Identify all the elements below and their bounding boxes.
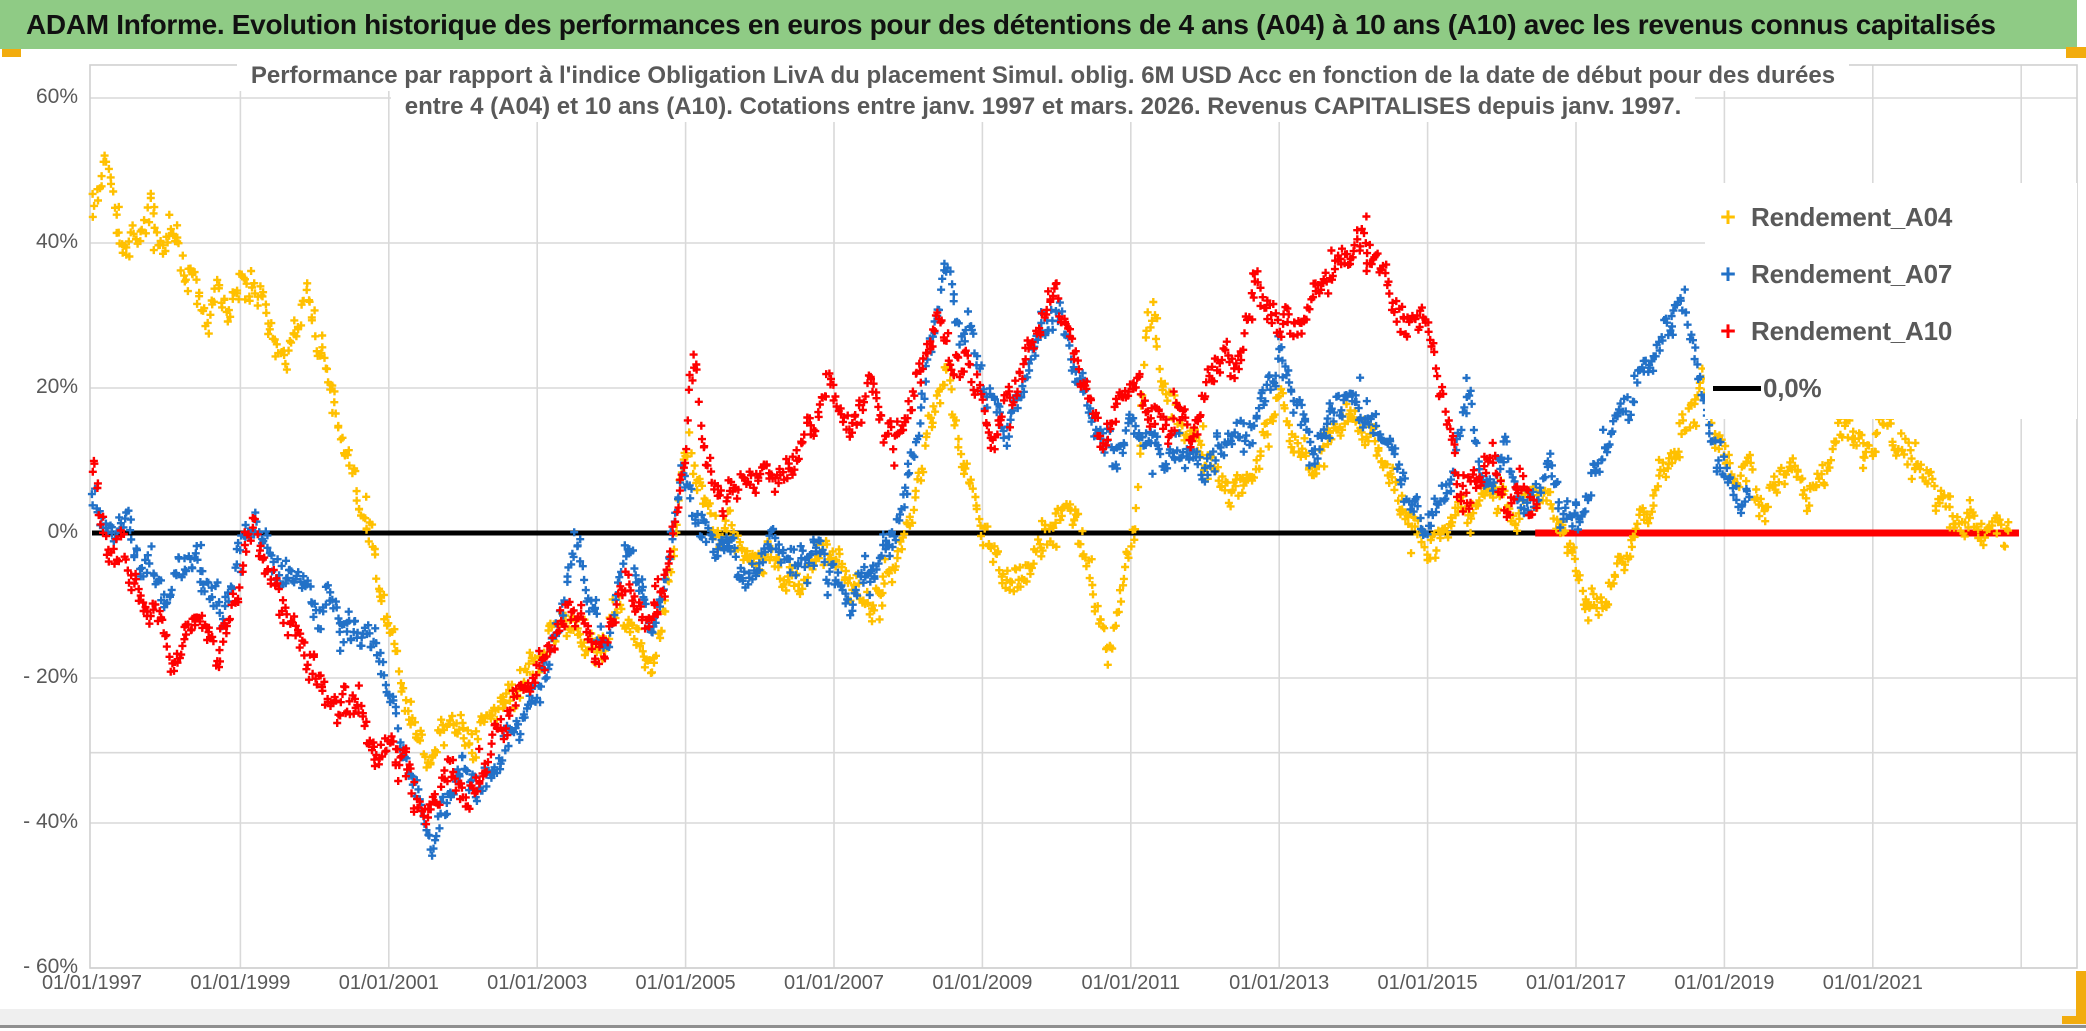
- bottom-scroll-strip: [0, 1009, 2086, 1025]
- legend-item-label: Rendement_A10: [1751, 316, 1953, 346]
- series-points-rendement_a10: [88, 212, 1541, 829]
- x-tick-label: 01/01/2011: [1081, 972, 1181, 994]
- legend-item-rendement-a04[interactable]: + Rendement_A04: [1705, 189, 2077, 246]
- x-tick-label: 01/01/2003: [487, 972, 588, 994]
- left-tab-notch: [2, 49, 21, 57]
- legend-item-label: Rendement_A04: [1751, 202, 1953, 232]
- x-tick-label: 01/01/2009: [932, 972, 1033, 994]
- legend-item-label: 0,0%: [1763, 373, 1822, 403]
- legend-plus-marker-icon: +: [1720, 202, 1736, 232]
- y-tick-label: 60%: [35, 85, 78, 108]
- sheet-title-bar: ADAM Informe. Evolution historique des p…: [0, 0, 2077, 49]
- x-tick-label: 01/01/2007: [783, 972, 885, 994]
- legend-item-label: Rendement_A07: [1751, 259, 1953, 289]
- chart-subtitle-line2: entre 4 (A04) et 10 ans (A10). Cotations…: [390, 91, 1696, 122]
- x-tick-label: 01/01/2005: [635, 972, 736, 994]
- x-tick-label: 01/01/2017: [1525, 972, 1627, 994]
- chart-subtitle: Performance par rapport à l'indice Oblig…: [0, 60, 2086, 122]
- x-tick-label: 01/01/2001: [338, 972, 439, 994]
- legend-item-rendement-a07[interactable]: + Rendement_A07: [1705, 246, 2077, 303]
- y-tick-label: 40%: [35, 230, 78, 253]
- legend-plus-marker-icon: +: [1720, 259, 1736, 289]
- series-points-rendement_a07: [87, 259, 1754, 860]
- bottom-right-corner-marker-vertical: [2076, 971, 2086, 1024]
- y-tick-label: - 20%: [23, 665, 78, 688]
- legend-item-rendement-a10[interactable]: + Rendement_A10: [1705, 303, 2077, 360]
- x-tick-label: 01/01/2021: [1822, 972, 1923, 994]
- y-tick-label: 20%: [35, 375, 78, 398]
- y-tick-label: - 60%: [23, 955, 78, 978]
- legend-plus-marker-icon: +: [1720, 316, 1736, 346]
- bottom-right-corner-marker-horizontal: [2062, 1016, 2086, 1024]
- legend-item-0-0-[interactable]: 0,0%: [1705, 360, 2077, 417]
- legend-line-swatch: [1713, 386, 1761, 391]
- x-tick-label: 01/01/1997: [41, 972, 143, 994]
- chart-subtitle-line1: Performance par rapport à l'indice Oblig…: [236, 60, 1850, 91]
- x-tick-label: 01/01/2015: [1377, 972, 1478, 994]
- bottom-border-line: [0, 1025, 2086, 1028]
- page-title: ADAM Informe. Evolution historique des p…: [26, 8, 1996, 40]
- x-tick-label: 01/01/2013: [1229, 972, 1330, 994]
- y-tick-label: - 40%: [23, 810, 78, 833]
- x-tick-label: 01/01/2019: [1674, 972, 1775, 994]
- chart-legend: + Rendement_A04 + Rendement_A07 + Rendement_A…: [1705, 183, 2077, 419]
- y-tick-label: 0%: [47, 520, 78, 543]
- right-tab-notch: [2066, 47, 2086, 58]
- x-tick-label: 01/01/1999: [190, 972, 291, 994]
